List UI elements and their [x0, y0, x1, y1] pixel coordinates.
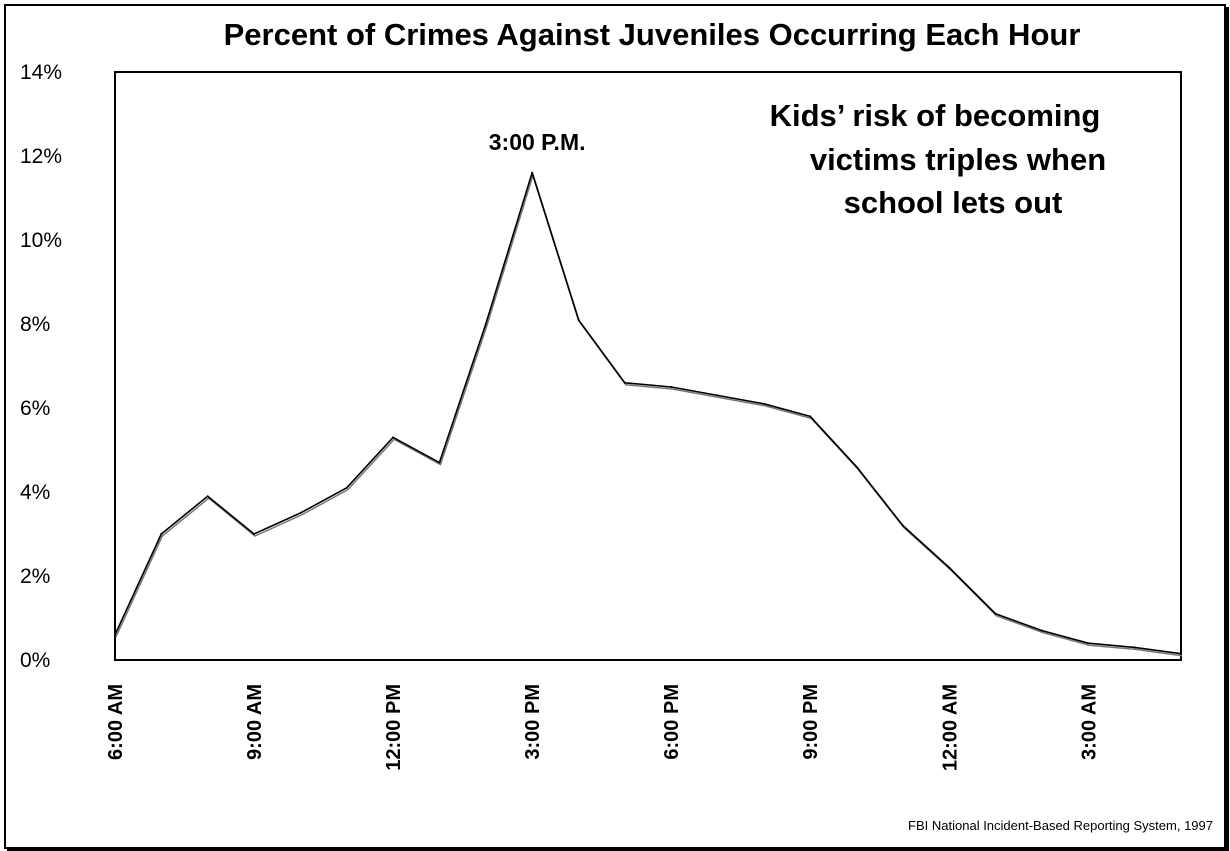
data-point: [855, 465, 858, 468]
peak-annotation: 3:00 P.M.: [489, 129, 586, 155]
data-point: [206, 495, 209, 498]
x-tick-label: 6:00 AM: [105, 684, 127, 760]
callout-line-1: Kids’ risk of becoming: [770, 98, 1101, 133]
data-point: [901, 524, 904, 527]
x-tick-label: 6:00 PM: [661, 684, 683, 760]
y-axis: 0% 2% 4% 6% 8% 10% 12% 14%: [20, 61, 62, 672]
data-point: [948, 566, 951, 569]
x-tick-label: 12:00 AM: [939, 684, 961, 771]
chart-title: Percent of Crimes Against Juveniles Occu…: [224, 17, 1081, 52]
x-tick-label: 3:00 PM: [522, 684, 544, 760]
y-tick-label: 14%: [20, 61, 62, 84]
source-note: FBI National Incident-Based Reporting Sy…: [908, 818, 1213, 833]
x-axis: 6:00 AM 9:00 AM 12:00 PM 3:00 PM 6:00 PM 9:00…: [105, 684, 1100, 771]
data-point: [1180, 652, 1182, 655]
data-point: [716, 394, 719, 397]
data-point: [160, 533, 163, 535]
data-point: [670, 386, 673, 388]
data-point: [345, 486, 348, 489]
series-line: [114, 172, 1182, 655]
data-point: [253, 533, 256, 535]
y-tick-label: 12%: [20, 145, 62, 168]
x-tick-label: 9:00 PM: [800, 684, 822, 760]
data-point: [299, 512, 302, 514]
data-point: [623, 381, 626, 384]
x-tick-label: 3:00 AM: [1078, 684, 1100, 760]
data-point: [114, 633, 116, 636]
data-points: [114, 171, 1182, 655]
data-point: [994, 612, 997, 615]
data-point: [1133, 646, 1136, 649]
data-point: [1040, 629, 1043, 632]
y-tick-label: 8%: [20, 313, 50, 336]
y-tick-label: 0%: [20, 649, 50, 672]
data-point: [531, 171, 534, 174]
y-tick-label: 2%: [20, 565, 50, 588]
x-tick-label: 12:00 PM: [383, 684, 405, 771]
x-tick-label: 9:00 AM: [244, 684, 266, 760]
data-point: [438, 461, 441, 464]
callout-line-3: school lets out: [844, 185, 1063, 220]
data-point: [809, 415, 812, 418]
series-line-shadow: [115, 172, 1183, 657]
y-tick-label: 6%: [20, 397, 50, 420]
y-tick-label: 10%: [20, 229, 62, 252]
plot-area: [114, 71, 1182, 661]
data-point: [762, 402, 765, 405]
data-point: [1087, 642, 1090, 645]
callout-line-2: victims triples when: [810, 142, 1106, 177]
y-tick-label: 4%: [20, 481, 50, 504]
data-point: [577, 318, 580, 321]
data-point: [392, 436, 395, 439]
data-point: [484, 323, 487, 325]
